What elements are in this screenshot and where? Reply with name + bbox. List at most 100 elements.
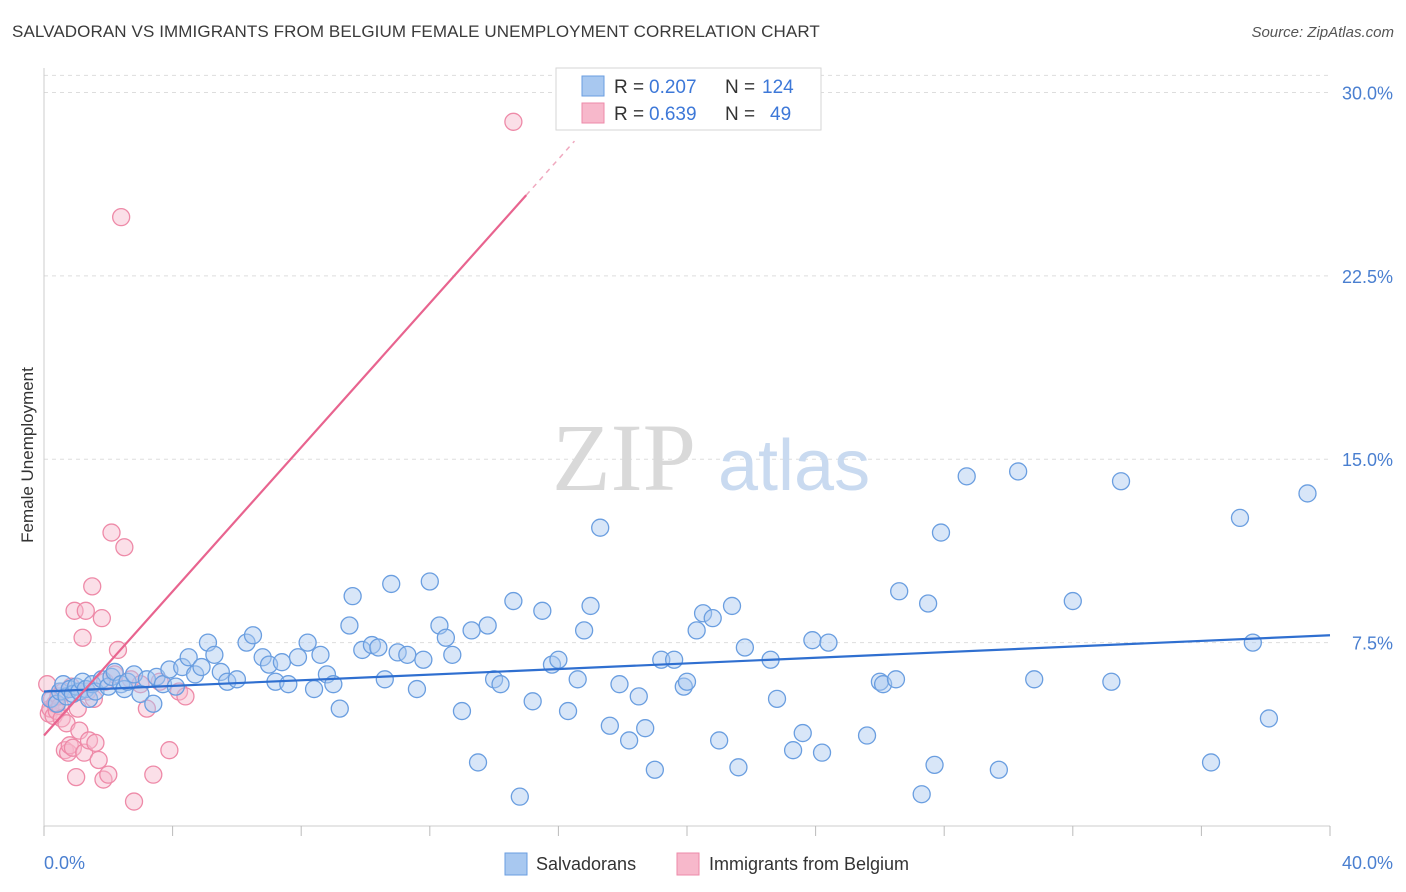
data-point-salvadoran xyxy=(722,596,742,616)
data-point-belgium xyxy=(108,640,128,660)
data-point-salvadoran xyxy=(674,677,693,696)
data-point-salvadoran xyxy=(304,679,324,699)
chart-title: SALVADORAN VS IMMIGRANTS FROM BELGIUM FE… xyxy=(12,22,820,41)
data-point-salvadoran xyxy=(468,753,488,772)
legend-n-value-2: 49 xyxy=(770,104,791,125)
data-point-salvadoran xyxy=(237,633,256,652)
data-point-salvadoran xyxy=(693,604,713,623)
data-point-salvadoran xyxy=(1230,508,1250,528)
trend-line-salvadorans xyxy=(43,634,1331,693)
data-point-salvadoran xyxy=(729,758,748,777)
data-point-salvadoran xyxy=(1111,472,1131,491)
series-legend: Salvadorans Immigrants from Belgium xyxy=(504,852,909,876)
data-point-salvadoran xyxy=(311,645,330,664)
data-point-salvadoran xyxy=(436,628,456,647)
y-tick-label: 15.0% xyxy=(1342,450,1393,470)
legend-r-value-1: 0.207 xyxy=(649,77,697,98)
legend-n-label-1: N = xyxy=(725,77,755,98)
data-point-salvadoran xyxy=(369,638,388,657)
legend-swatch-salvadorans xyxy=(581,75,605,97)
data-point-salvadoran xyxy=(343,587,362,606)
data-point-salvadoran xyxy=(375,670,394,689)
data-point-salvadoran xyxy=(1063,591,1082,611)
x-tick-label-max: 40.0% xyxy=(1342,853,1393,873)
data-point-salvadoran xyxy=(886,670,906,689)
data-point-salvadoran xyxy=(918,594,938,613)
data-point-salvadoran xyxy=(382,574,401,594)
data-point-salvadoran xyxy=(619,731,639,750)
data-point-salvadoran xyxy=(118,672,137,691)
data-point-belgium xyxy=(160,741,179,760)
data-point-salvadoran xyxy=(793,723,812,743)
data-point-belgium xyxy=(83,577,102,596)
data-point-belgium xyxy=(76,601,95,620)
bottom-legend-label-belgium: Immigrants from Belgium xyxy=(709,854,909,874)
data-point-salvadoran xyxy=(912,785,931,804)
data-point-salvadoran xyxy=(523,692,542,711)
data-point-salvadoran xyxy=(330,699,349,718)
data-point-belgium xyxy=(102,523,121,542)
data-point-salvadoran xyxy=(677,672,697,691)
trend-line-belgium-extension xyxy=(525,140,576,196)
data-point-salvadoran xyxy=(629,687,648,706)
x-ticks xyxy=(43,826,1331,836)
stats-legend: R = 0.207 N = 124 R = 0.639 N = 49 xyxy=(555,67,822,131)
data-point-salvadoran xyxy=(687,621,706,640)
data-point-salvadoran xyxy=(925,755,944,775)
legend-n-value-1: 124 xyxy=(762,77,794,98)
bottom-legend-swatch-belgium xyxy=(676,852,700,876)
y-axis-label: Female Unemployment xyxy=(18,367,37,543)
source-credit: Source: ZipAtlas.com xyxy=(1251,24,1394,41)
data-point-belgium xyxy=(63,738,83,757)
data-point-salvadoran xyxy=(205,645,224,664)
y-tick-label: 22.5% xyxy=(1342,267,1393,287)
data-point-salvadoran xyxy=(414,650,433,669)
data-point-salvadoran xyxy=(478,616,497,635)
data-point-salvadoran xyxy=(407,679,427,699)
data-point-salvadoran xyxy=(600,716,619,735)
trend-line-belgium xyxy=(43,194,528,737)
data-point-salvadoran xyxy=(1243,633,1262,652)
data-point-belgium xyxy=(504,112,523,131)
data-point-salvadoran xyxy=(227,670,247,689)
data-point-salvadoran xyxy=(420,572,439,591)
trend-lines xyxy=(43,140,1331,737)
data-point-salvadoran xyxy=(890,582,909,601)
data-point-salvadoran xyxy=(989,760,1009,779)
data-point-belgium xyxy=(112,208,131,227)
data-point-salvadoran xyxy=(610,675,629,694)
data-point-salvadoran xyxy=(288,648,308,667)
series-immigrants-from-belgium xyxy=(38,112,523,811)
data-point-salvadoran xyxy=(767,689,787,709)
data-point-salvadoran xyxy=(549,650,568,669)
data-point-belgium xyxy=(99,765,118,784)
data-point-salvadoran xyxy=(243,626,263,645)
data-point-salvadoran xyxy=(510,787,529,806)
data-point-salvadoran xyxy=(211,662,230,682)
data-point-salvadoran xyxy=(443,645,462,664)
data-point-belgium xyxy=(86,733,105,753)
data-point-belgium xyxy=(92,609,112,628)
y-tick-labels: 7.5% 15.0% 22.5% 30.0% xyxy=(1342,83,1393,653)
data-point-salvadoran xyxy=(735,638,755,657)
data-point-salvadoran xyxy=(185,665,205,684)
data-point-salvadoran xyxy=(558,701,578,721)
data-point-salvadoran xyxy=(645,760,664,779)
data-point-salvadoran xyxy=(491,675,510,694)
data-point-salvadoran xyxy=(703,609,722,628)
data-point-salvadoran xyxy=(452,701,472,721)
bottom-legend-swatch-salvadorans xyxy=(504,852,528,876)
data-point-salvadoran xyxy=(568,670,587,689)
legend-r-label-1: R = xyxy=(614,77,644,98)
data-point-salvadoran xyxy=(819,633,838,652)
data-point-salvadoran xyxy=(857,726,877,745)
data-point-salvadoran xyxy=(812,743,832,762)
legend-swatch-belgium xyxy=(581,102,605,124)
data-point-belgium xyxy=(89,750,108,770)
data-point-salvadoran xyxy=(179,648,198,667)
data-point-salvadoran xyxy=(272,653,292,672)
bottom-legend-label-salvadorans: Salvadorans xyxy=(536,854,636,874)
data-point-salvadoran xyxy=(581,596,600,616)
data-point-belgium xyxy=(115,538,134,557)
